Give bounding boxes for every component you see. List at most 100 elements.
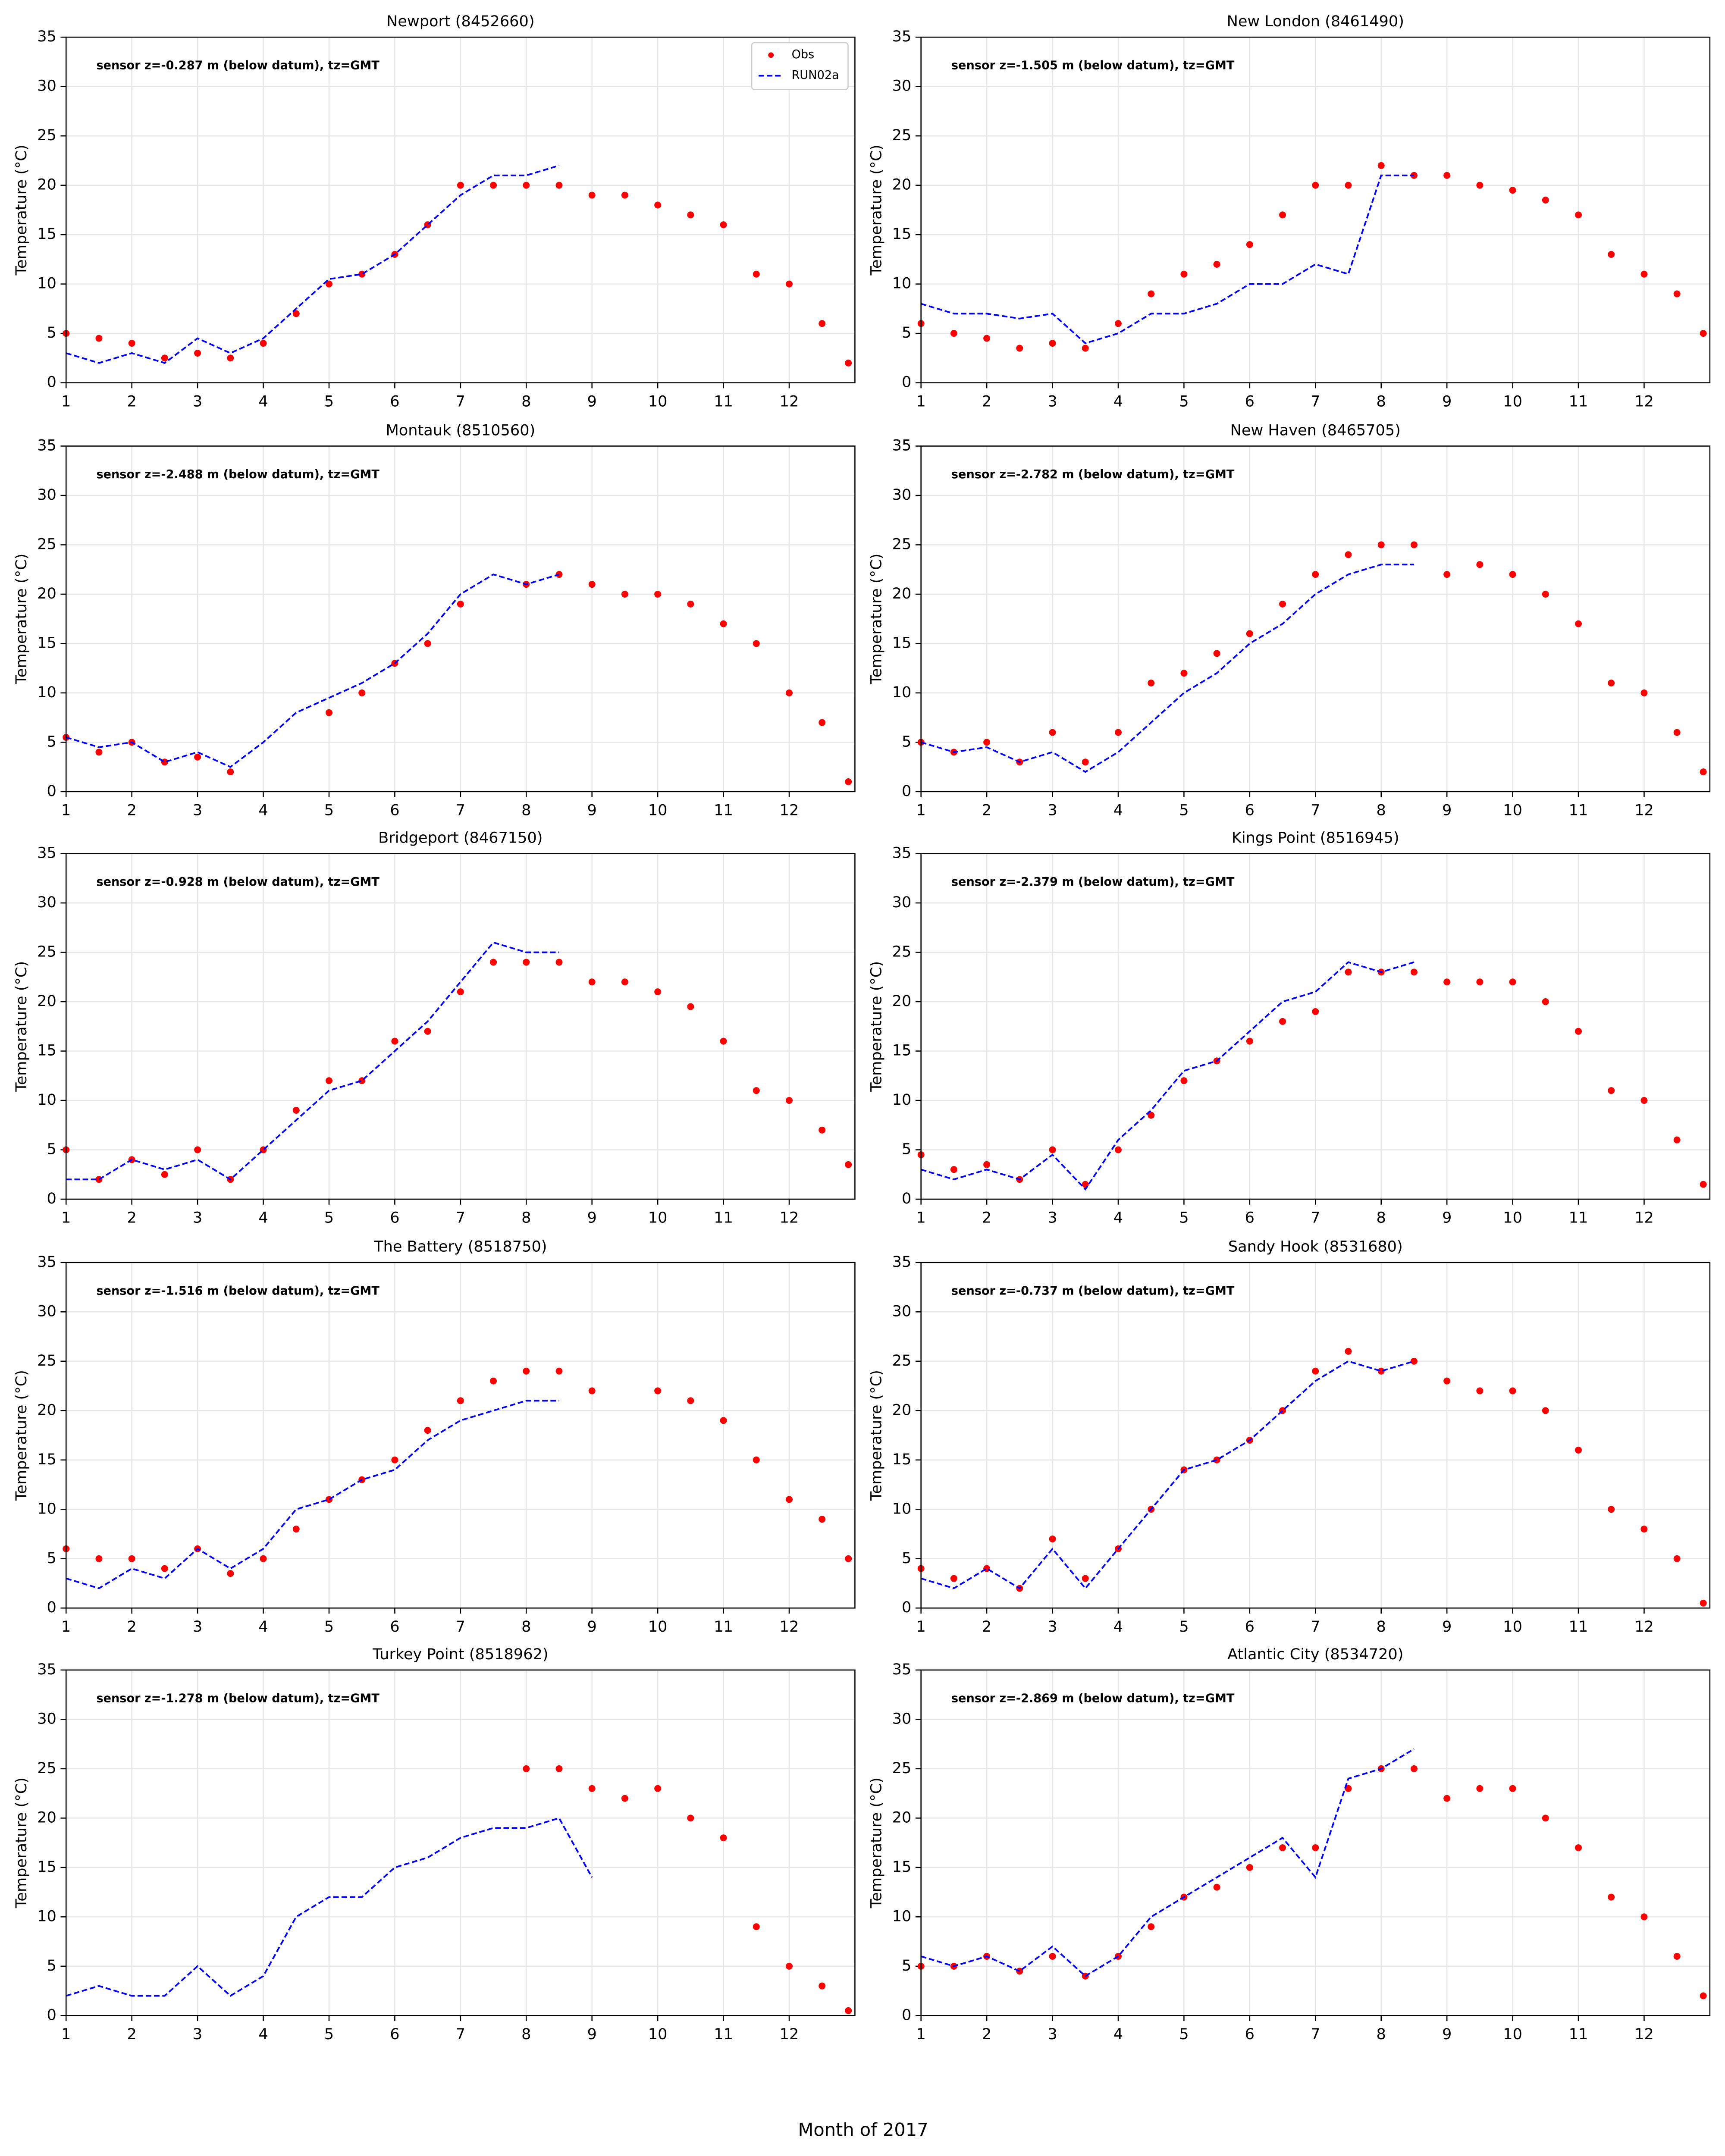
x-tick-label: 3 bbox=[193, 392, 202, 410]
x-tick-label: 1 bbox=[916, 1618, 926, 1636]
y-tick-label: 10 bbox=[892, 1500, 912, 1517]
x-tick-label: 5 bbox=[1179, 1209, 1189, 1227]
y-tick-label: 5 bbox=[47, 1957, 56, 1974]
x-tick-label: 11 bbox=[1569, 392, 1588, 410]
obs-point bbox=[1640, 1913, 1648, 1921]
x-tick-label: 10 bbox=[648, 1618, 668, 1636]
x-tick-label: 2 bbox=[127, 1618, 136, 1636]
obs-point bbox=[1608, 680, 1615, 686]
obs-point bbox=[654, 1785, 662, 1792]
y-tick-label: 0 bbox=[902, 1190, 911, 1207]
obs-point bbox=[1443, 172, 1451, 179]
x-tick-label: 10 bbox=[1503, 1618, 1522, 1636]
obs-point bbox=[555, 1367, 563, 1375]
obs-point bbox=[845, 1555, 852, 1562]
obs-point bbox=[786, 1097, 793, 1104]
obs-point bbox=[1049, 1146, 1056, 1153]
obs-point bbox=[1443, 1795, 1451, 1802]
y-tick-label: 10 bbox=[892, 683, 912, 701]
x-tick-label: 2 bbox=[982, 392, 991, 410]
y-tick-label: 25 bbox=[892, 1759, 912, 1777]
obs-point bbox=[1246, 1037, 1253, 1045]
obs-point bbox=[95, 1176, 103, 1183]
obs-point bbox=[983, 1565, 991, 1572]
obs-point bbox=[1700, 330, 1707, 337]
x-tick-label: 11 bbox=[1569, 1618, 1588, 1636]
x-tick-label: 10 bbox=[648, 802, 668, 819]
obs-point bbox=[457, 600, 464, 608]
obs-point bbox=[424, 1028, 431, 1035]
obs-point bbox=[260, 340, 267, 347]
x-tick-label: 4 bbox=[1113, 802, 1123, 819]
y-tick-label: 10 bbox=[37, 683, 56, 701]
obs-point bbox=[1542, 590, 1549, 598]
y-tick-label: 20 bbox=[37, 992, 56, 1010]
obs-point bbox=[621, 978, 628, 986]
obs-point bbox=[1673, 729, 1681, 736]
x-tick-label: 3 bbox=[1048, 1618, 1057, 1636]
axes-frame bbox=[920, 445, 1711, 793]
x-tick-label: 8 bbox=[521, 2025, 531, 2043]
y-tick-label: 30 bbox=[37, 486, 56, 504]
x-tick-label: 11 bbox=[714, 2025, 733, 2043]
y-tick-label: 15 bbox=[892, 225, 912, 243]
x-tick-label: 6 bbox=[1245, 392, 1255, 410]
obs-point bbox=[1443, 571, 1451, 578]
x-tick-label: 11 bbox=[714, 392, 733, 410]
y-tick-label: 35 bbox=[892, 1253, 912, 1271]
y-tick-label: 35 bbox=[892, 1661, 912, 1678]
x-tick-label: 10 bbox=[648, 2025, 668, 2043]
legend-box bbox=[751, 42, 849, 90]
obs-point bbox=[1640, 689, 1648, 696]
x-tick-label: 5 bbox=[1179, 2025, 1189, 2043]
y-tick-label: 15 bbox=[37, 1451, 56, 1468]
x-tick-label: 11 bbox=[1569, 1209, 1588, 1227]
x-tick-label: 5 bbox=[324, 392, 334, 410]
legend-marker bbox=[768, 52, 774, 58]
obs-point bbox=[128, 340, 135, 347]
annotation: sensor z=-0.287 m (below datum), tz=GMT bbox=[96, 59, 380, 72]
x-tick-label: 8 bbox=[1377, 1618, 1386, 1636]
x-tick-label: 8 bbox=[521, 802, 531, 819]
y-tick-label: 35 bbox=[892, 436, 912, 454]
obs-point bbox=[1312, 1008, 1319, 1015]
obs-point bbox=[1148, 680, 1155, 686]
y-tick-label: 25 bbox=[892, 1352, 912, 1369]
obs-point bbox=[1509, 1785, 1516, 1792]
obs-point bbox=[457, 182, 464, 189]
obs-point bbox=[1213, 650, 1220, 657]
x-tick-label: 4 bbox=[1113, 2025, 1123, 2043]
axes-frame bbox=[920, 1669, 1711, 2016]
y-tick-label: 20 bbox=[892, 1401, 912, 1419]
obs-point bbox=[1049, 729, 1056, 736]
obs-point bbox=[819, 719, 826, 726]
x-tick-label: 6 bbox=[390, 802, 399, 819]
obs-point bbox=[325, 709, 332, 716]
subplot-title: Bridgeport (8467150) bbox=[378, 829, 543, 846]
obs-point bbox=[1148, 1112, 1155, 1119]
obs-point bbox=[1377, 1367, 1385, 1375]
x-tick-label: 5 bbox=[1179, 392, 1189, 410]
x-tick-label: 2 bbox=[982, 1209, 991, 1227]
obs-point bbox=[983, 335, 991, 342]
y-tick-label: 20 bbox=[892, 176, 912, 194]
obs-point bbox=[1246, 241, 1253, 248]
obs-point bbox=[1509, 187, 1516, 194]
y-axis-label: Temperature (°C) bbox=[868, 961, 885, 1092]
obs-point bbox=[983, 1161, 991, 1168]
obs-point bbox=[753, 270, 760, 278]
y-tick-label: 20 bbox=[37, 585, 56, 602]
x-tick-label: 3 bbox=[193, 1618, 202, 1636]
x-tick-label: 7 bbox=[1311, 2025, 1320, 2043]
x-tick-label: 6 bbox=[390, 1618, 399, 1636]
model-line bbox=[66, 573, 560, 768]
y-tick-label: 25 bbox=[37, 535, 56, 553]
obs-point bbox=[95, 1555, 103, 1562]
y-tick-label: 10 bbox=[892, 1091, 912, 1109]
y-tick-label: 5 bbox=[47, 1140, 56, 1158]
annotation: sensor z=-0.737 m (below datum), tz=GMT bbox=[951, 1284, 1235, 1297]
obs-point bbox=[819, 1126, 826, 1134]
